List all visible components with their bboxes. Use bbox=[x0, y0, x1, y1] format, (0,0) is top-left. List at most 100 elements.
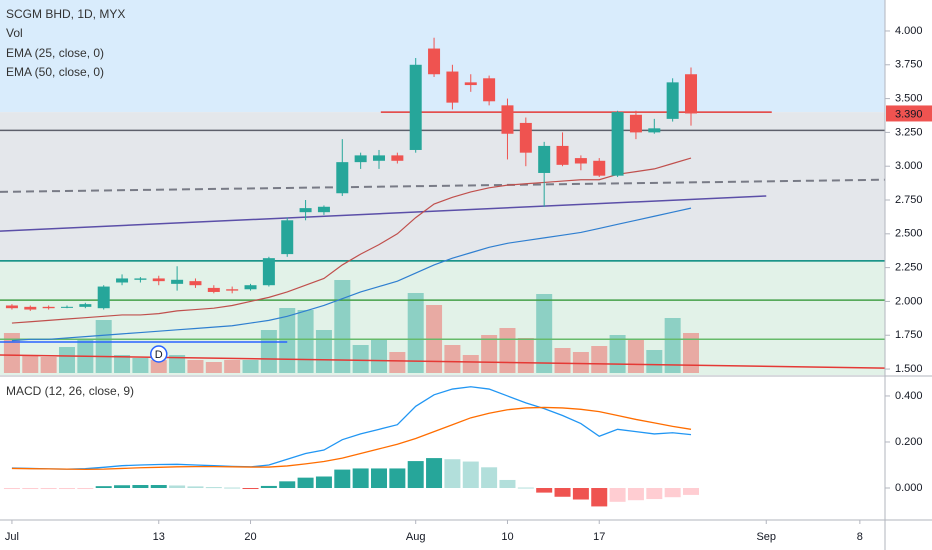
volume-bar bbox=[58, 347, 75, 373]
histogram-bar bbox=[426, 458, 443, 489]
volume-bar bbox=[40, 357, 57, 373]
y-tick-label: 3.750 bbox=[895, 59, 923, 71]
volume-bar bbox=[334, 280, 351, 373]
candle-body bbox=[446, 71, 459, 103]
y-tick-label: 2.750 bbox=[895, 194, 923, 206]
candle-body bbox=[207, 287, 220, 292]
y-tick-label: 2.250 bbox=[895, 262, 923, 274]
volume-bar bbox=[572, 352, 589, 373]
histogram-bar bbox=[132, 485, 149, 489]
histogram-bar bbox=[536, 488, 553, 493]
candle-body bbox=[79, 304, 92, 307]
histogram-bar bbox=[297, 477, 314, 489]
drawing-line bbox=[0, 354, 886, 369]
histogram-bar bbox=[554, 488, 571, 497]
volume-bar bbox=[297, 310, 314, 373]
volume-bar bbox=[444, 345, 461, 373]
candle-body bbox=[24, 306, 37, 310]
y-tick-label: 0.000 bbox=[895, 482, 923, 494]
candle-body bbox=[299, 208, 312, 213]
volume-bar bbox=[481, 335, 498, 373]
volume-bar bbox=[279, 308, 296, 373]
candle-body bbox=[611, 112, 624, 176]
drawing-line bbox=[0, 195, 767, 232]
histogram-bar bbox=[462, 461, 479, 489]
dividend-label: D bbox=[155, 349, 163, 361]
volume-bar bbox=[114, 355, 131, 373]
y-tick-label: 2.000 bbox=[895, 295, 923, 307]
y-tick-label: 0.400 bbox=[895, 390, 923, 402]
volume-bar bbox=[315, 330, 332, 373]
candle-body bbox=[519, 122, 532, 153]
volume-bar bbox=[536, 294, 553, 373]
histogram-bar bbox=[40, 488, 57, 490]
candle-body bbox=[483, 78, 496, 102]
candle-body bbox=[629, 114, 642, 133]
candle-body bbox=[391, 155, 404, 161]
histogram-bar bbox=[517, 487, 534, 489]
labels: SCGM BHD, 1D, MYX Vol EMA (25, close, 0)… bbox=[6, 7, 134, 398]
candle-body bbox=[574, 158, 587, 164]
candle-body bbox=[464, 82, 477, 86]
histogram-bar bbox=[315, 476, 332, 489]
y-tick-label: 2.500 bbox=[895, 228, 923, 240]
volume-bar bbox=[646, 350, 663, 373]
indicator-label: EMA (50, close, 0) bbox=[6, 65, 104, 79]
candle-body bbox=[97, 286, 110, 309]
histogram-bar bbox=[224, 487, 241, 489]
price-pane: D bbox=[0, 0, 886, 375]
histogram-bar bbox=[352, 468, 369, 489]
candle-body bbox=[171, 279, 184, 284]
y-tick-label: 1.500 bbox=[895, 363, 923, 375]
volume-bar bbox=[242, 360, 259, 373]
volume-bar bbox=[169, 355, 186, 373]
volume-bar bbox=[407, 293, 424, 373]
x-tick-label: 13 bbox=[153, 531, 165, 543]
volume-bar bbox=[683, 333, 700, 373]
histogram-bar bbox=[499, 479, 516, 489]
histogram-bar bbox=[591, 488, 608, 507]
ema50-line bbox=[11, 207, 692, 342]
histogram-bar bbox=[609, 488, 626, 502]
histogram-bar bbox=[646, 488, 663, 500]
histogram-bar bbox=[242, 488, 259, 490]
candle-body bbox=[556, 145, 569, 165]
histogram-bar bbox=[334, 469, 351, 489]
candle-body bbox=[538, 145, 551, 173]
histogram-bar bbox=[169, 485, 186, 489]
volume-bar bbox=[627, 340, 644, 373]
histogram-bar bbox=[664, 488, 681, 498]
drawing-line bbox=[0, 178, 886, 193]
candle-body bbox=[262, 258, 275, 286]
indicator-label: EMA (25, close, 0) bbox=[6, 46, 104, 60]
histogram-bar bbox=[444, 459, 461, 489]
y-tick-label: 3.250 bbox=[895, 126, 923, 138]
histogram-bar bbox=[407, 461, 424, 489]
histogram-bar bbox=[205, 487, 222, 489]
histogram-bar bbox=[481, 467, 498, 489]
ema25-line bbox=[11, 157, 692, 324]
histogram-bar bbox=[187, 486, 204, 489]
histogram-bar bbox=[114, 485, 131, 489]
last-price-tag bbox=[886, 105, 932, 122]
histogram-bar bbox=[150, 485, 167, 489]
volume-bar bbox=[95, 320, 112, 373]
histogram-bar bbox=[260, 485, 277, 489]
last-price-label: 3.390 bbox=[895, 108, 923, 120]
macd-title: MACD (12, 26, close, 9) bbox=[6, 384, 134, 398]
signal-line bbox=[11, 406, 692, 471]
candle-body bbox=[60, 306, 73, 308]
histogram-bar bbox=[77, 488, 94, 490]
y-tick-label: 4.000 bbox=[895, 25, 923, 37]
price-zone bbox=[0, 260, 885, 375]
volume-bar bbox=[664, 318, 681, 373]
candle-body bbox=[354, 155, 367, 163]
volume-bar bbox=[260, 330, 277, 373]
candle-body bbox=[5, 305, 18, 309]
candle-body bbox=[244, 285, 257, 290]
histogram-bar bbox=[58, 488, 75, 490]
candle-body bbox=[189, 281, 202, 286]
histogram-bar bbox=[572, 488, 589, 500]
